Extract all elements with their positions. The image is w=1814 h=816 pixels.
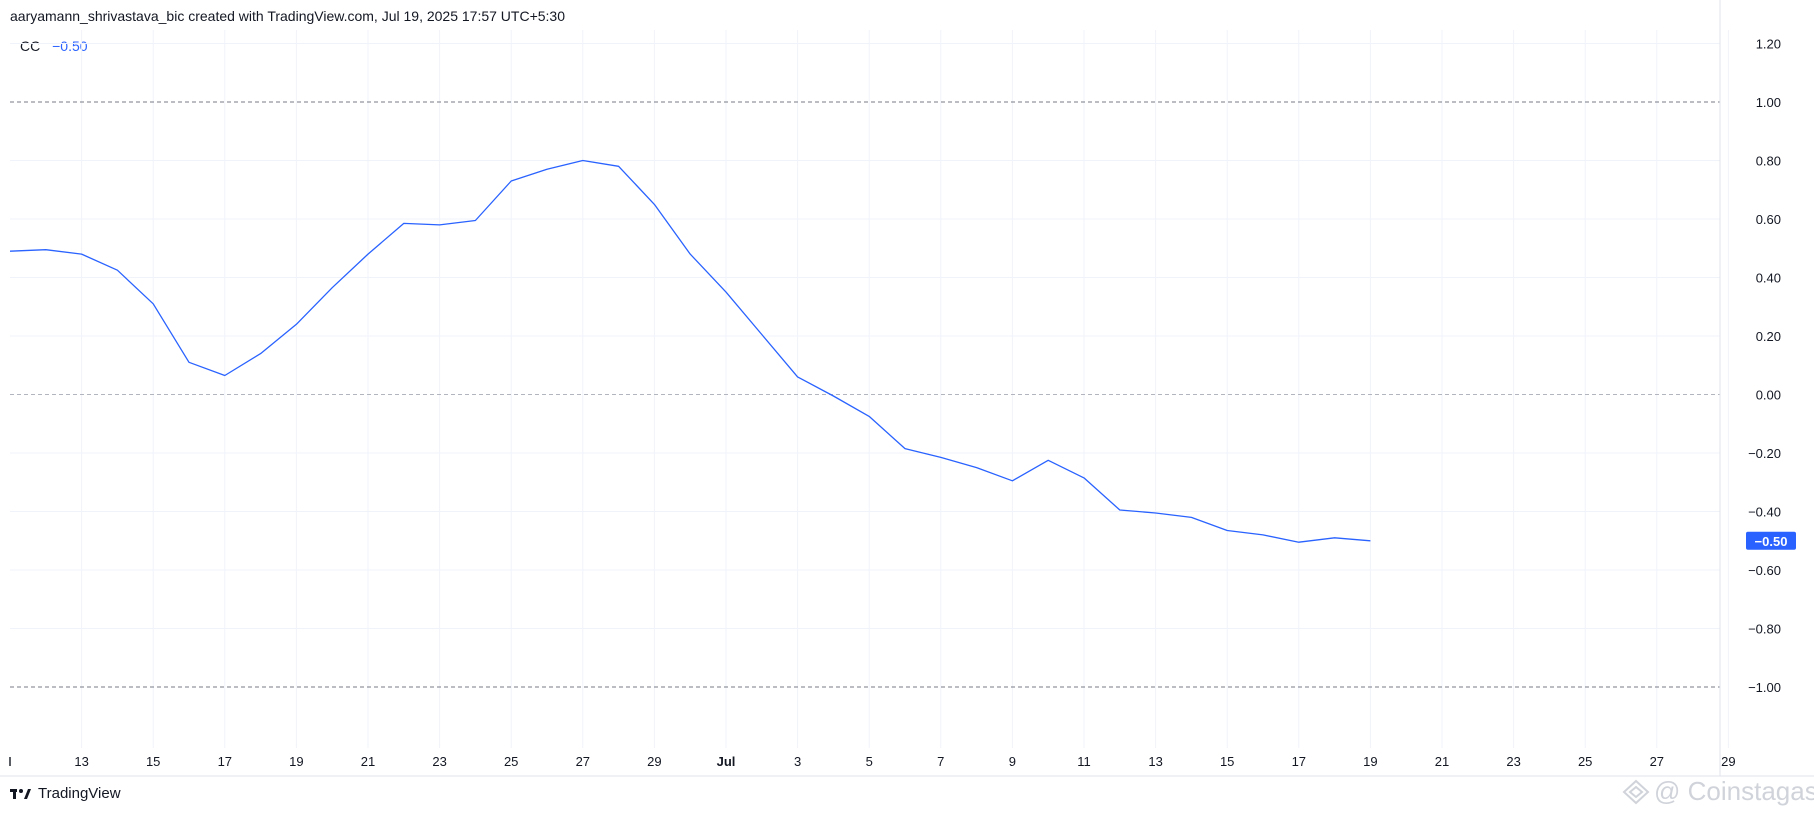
y-tick-label: −1.00 [1748,680,1781,695]
x-tick-label: 27 [576,754,590,769]
last-value-label: −0.50 [1755,534,1788,549]
indicator-name: CC [20,38,41,54]
x-tick-label: 21 [1435,754,1449,769]
y-tick-label: −0.20 [1748,446,1781,461]
x-tick-label: 13 [1148,754,1162,769]
x-tick-label: 25 [504,754,518,769]
x-tick-label: 9 [1009,754,1016,769]
x-tick-label: 23 [1506,754,1520,769]
y-tick-label: 0.80 [1756,154,1781,169]
y-tick-label: 1.00 [1756,95,1781,110]
tradingview-logo-icon [10,788,31,799]
y-tick-label: 1.20 [1756,37,1781,52]
x-tick-label: 15 [146,754,160,769]
y-tick-label: 0.60 [1756,212,1781,227]
x-tick-label: 7 [937,754,944,769]
x-tick-label: 3 [794,754,801,769]
indicator-value: −0.50 [52,38,88,54]
x-tick-label: 17 [1292,754,1306,769]
x-tick-label: Jul [717,754,736,769]
watermark-label: @ Coinstagas [1654,776,1814,806]
brand-label: TradingView [38,785,121,802]
y-tick-label: 0.00 [1756,388,1781,403]
coinstats-logo-icon [1622,779,1650,804]
x-tick-label: 19 [289,754,303,769]
tradingview-brand[interactable]: TradingView [10,785,121,802]
coinstats-watermark: @ Coinstagas [1622,776,1814,807]
x-tick-label: 25 [1578,754,1592,769]
y-tick-label: 0.20 [1756,329,1781,344]
x-tick-label: 19 [1363,754,1377,769]
x-tick-label: 23 [432,754,446,769]
indicator-legend[interactable]: CC −0.50 [20,38,88,54]
x-tick-label: 29 [1721,754,1735,769]
x-tick-label: 13 [74,754,88,769]
x-tick-label: 15 [1220,754,1234,769]
y-tick-label: −0.60 [1748,563,1781,578]
y-tick-label: 0.40 [1756,271,1781,286]
x-tick-label: 5 [866,754,873,769]
x-tick-label: 11 [1077,754,1091,769]
x-tick-label: 17 [218,754,232,769]
x-tick-label: 27 [1650,754,1664,769]
y-tick-label: −0.80 [1748,622,1781,637]
x-tick-label: 29 [647,754,661,769]
y-tick-label: −0.40 [1748,505,1781,520]
last-value-badge [1746,531,1796,550]
series-line-cc [9,159,1371,543]
x-tick-label: 21 [361,754,375,769]
chart-attribution: aaryamann_shrivastava_bic created with T… [10,8,566,24]
